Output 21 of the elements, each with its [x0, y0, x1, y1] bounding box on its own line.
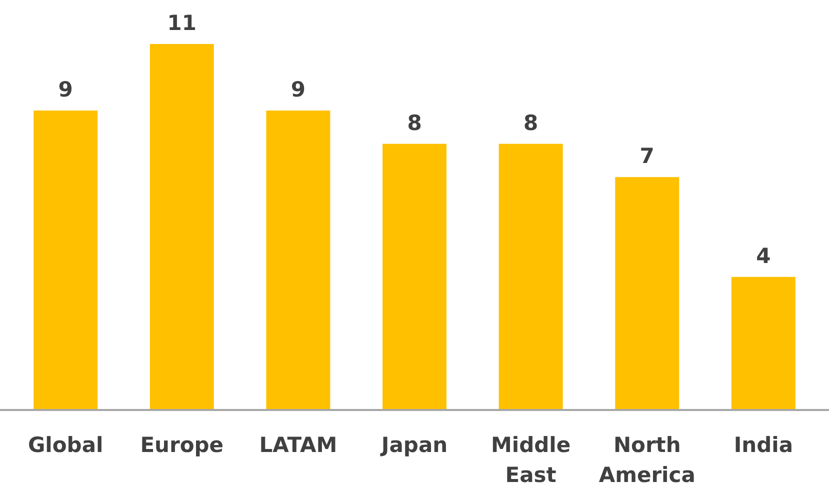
bar [615, 177, 680, 410]
x-tick-label: Europe [140, 433, 224, 457]
bar [498, 144, 563, 410]
bar [266, 110, 330, 410]
data-label: 4 [756, 244, 771, 268]
x-tick-label: Global [28, 433, 104, 457]
data-label: 8 [407, 110, 422, 135]
data-label: 8 [523, 110, 538, 135]
x-tick-label: Middle East [491, 433, 571, 487]
x-tick-label: LATAM [259, 433, 338, 457]
data-label: 9 [58, 78, 73, 102]
bar [34, 110, 98, 410]
bar [150, 44, 214, 410]
x-tick-label: Japan [379, 433, 448, 457]
x-tick-label: North America [598, 433, 696, 487]
data-label: 9 [290, 78, 306, 102]
data-label: 7 [640, 144, 654, 168]
data-label: 11 [167, 11, 196, 35]
bar [382, 144, 446, 410]
bar [731, 276, 796, 410]
x-tick-label: India [734, 433, 794, 457]
